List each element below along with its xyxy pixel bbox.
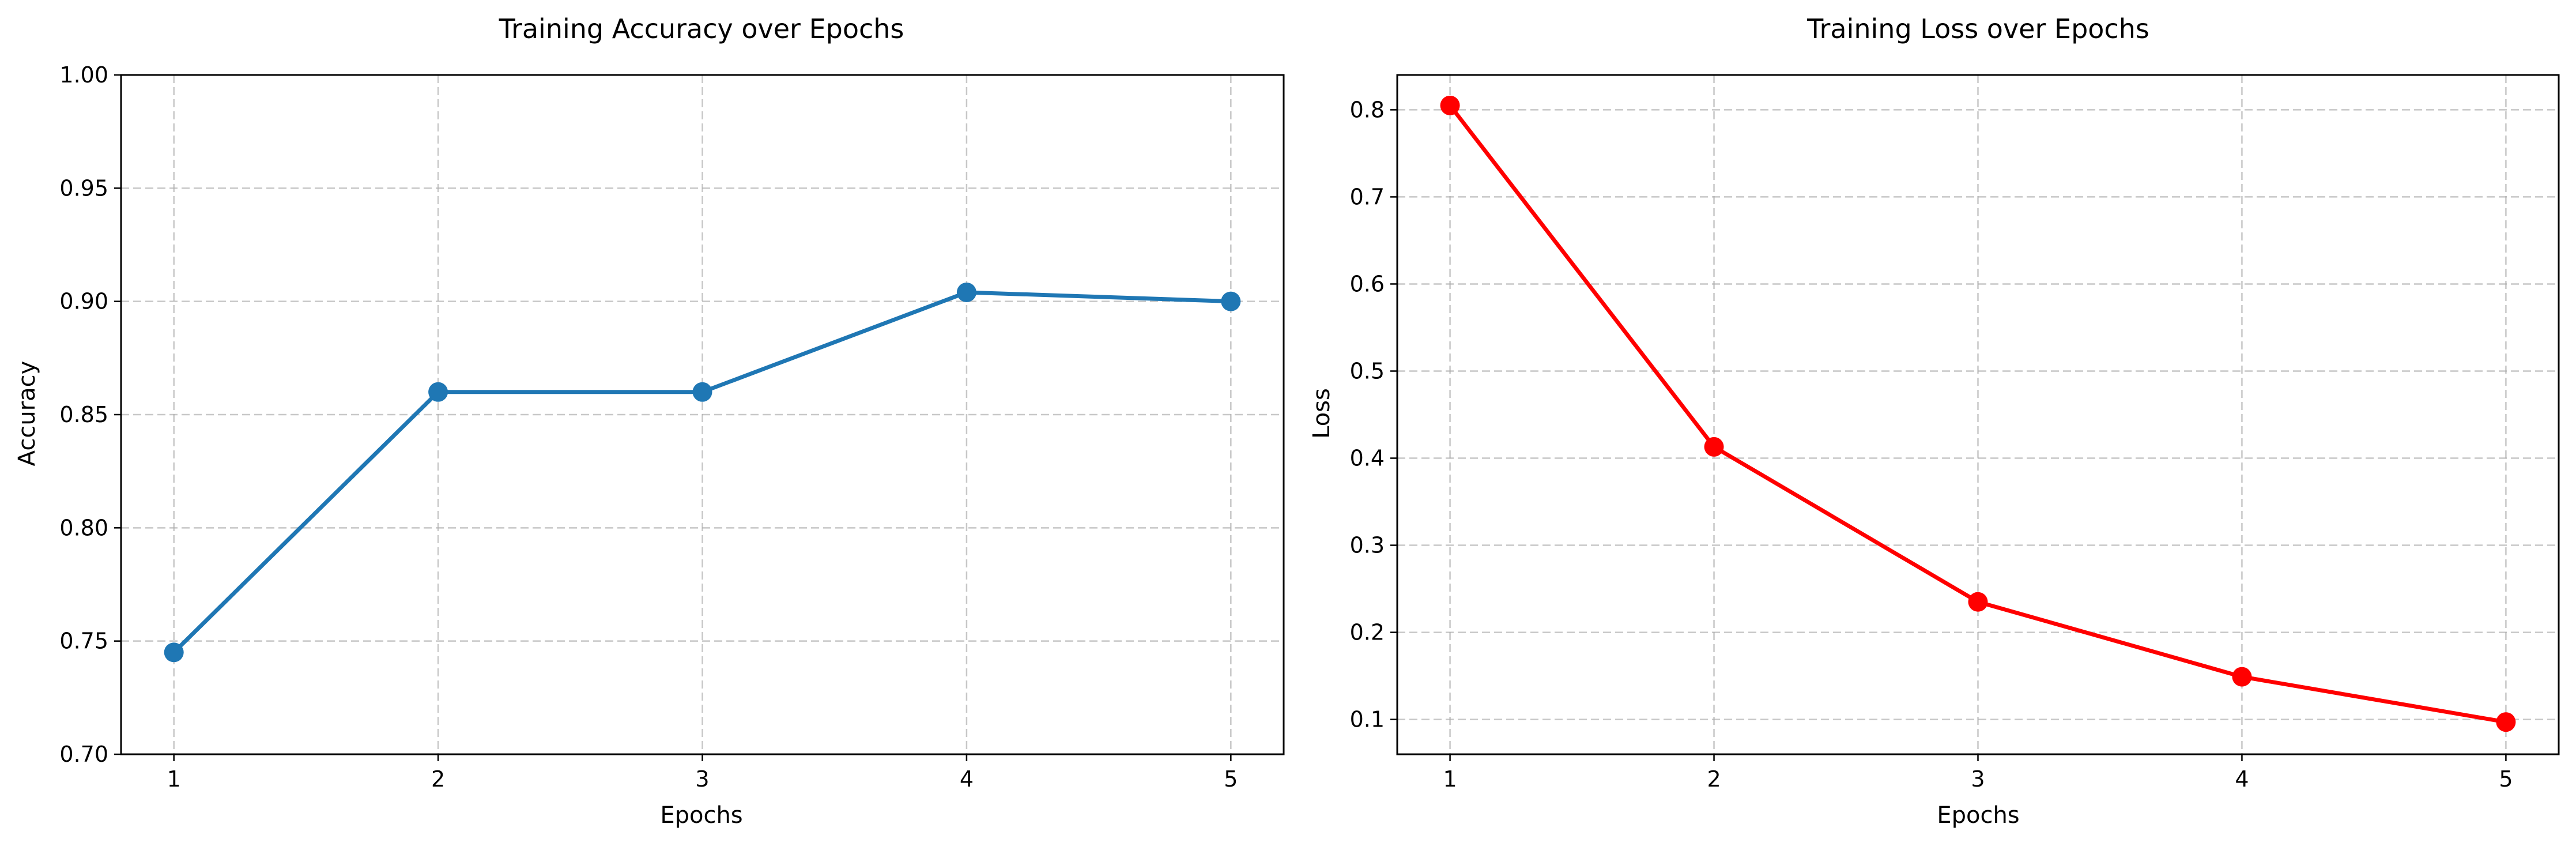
loss-plot-frame	[1396, 74, 2560, 755]
loss-y-tick-label: 0.3	[1350, 533, 1385, 558]
accuracy-data-point	[164, 642, 184, 663]
accuracy-x-tick-label: 1	[167, 766, 181, 792]
accuracy-y-tick-label: 0.70	[59, 742, 108, 767]
loss-data-point	[1704, 437, 1724, 457]
loss-y-axis-label: Loss	[1308, 388, 1335, 439]
accuracy-x-tick-label: 4	[960, 766, 974, 792]
loss-y-tick-label: 0.6	[1350, 271, 1385, 296]
loss-x-tick-label: 5	[2499, 766, 2513, 792]
loss-data-point	[2496, 712, 2516, 732]
accuracy-series	[164, 282, 1241, 663]
loss-ticks: 1 2 3 4 5 0.1 0.2 0.3 0.4 0.5 0.6 0.7 0.8	[1350, 97, 2513, 792]
loss-y-tick-label: 0.4	[1350, 446, 1385, 471]
accuracy-y-tick-label: 0.90	[59, 289, 108, 314]
loss-data-point	[1968, 592, 1988, 612]
loss-chart: Training Loss over Epochs Epochs Loss 1 2…	[1308, 13, 2560, 829]
accuracy-chart-title: Training Accuracy over Epochs	[499, 13, 904, 44]
accuracy-ticks: 1 2 3 4 5 0.70 0.75 0.80 0.85 0.90 0.95 1.00	[59, 62, 1238, 792]
loss-y-tick-label: 0.1	[1350, 707, 1385, 732]
loss-x-tick-label: 1	[1443, 766, 1457, 792]
accuracy-grid	[121, 74, 1284, 755]
accuracy-x-axis-label: Epochs	[660, 802, 742, 829]
accuracy-y-tick-label: 0.75	[59, 629, 108, 654]
accuracy-y-axis-label: Accuracy	[14, 361, 40, 467]
loss-chart-title: Training Loss over Epochs	[1806, 13, 2149, 44]
accuracy-data-point	[428, 382, 448, 402]
accuracy-x-tick-label: 5	[1224, 766, 1238, 792]
accuracy-x-tick-label: 2	[431, 766, 445, 792]
loss-data-point	[1440, 95, 1460, 115]
loss-x-tick-label: 2	[1707, 766, 1721, 792]
accuracy-data-point	[1221, 291, 1241, 311]
loss-y-tick-label: 0.5	[1350, 358, 1385, 383]
accuracy-y-tick-label: 0.80	[59, 515, 108, 540]
loss-x-tick-label: 3	[1971, 766, 1985, 792]
loss-series	[1440, 95, 2516, 732]
loss-y-tick-label: 0.7	[1350, 184, 1385, 209]
loss-data-point	[2232, 667, 2252, 687]
accuracy-y-tick-label: 0.95	[59, 175, 108, 201]
accuracy-y-tick-label: 0.85	[59, 402, 108, 427]
accuracy-data-point	[692, 382, 712, 402]
accuracy-x-tick-label: 3	[695, 766, 709, 792]
accuracy-plot-frame	[120, 74, 1285, 755]
loss-grid	[1397, 75, 2559, 754]
loss-x-axis-label: Epochs	[1937, 802, 2019, 829]
accuracy-data-point	[956, 282, 976, 302]
accuracy-y-tick-label: 1.00	[59, 62, 108, 88]
accuracy-chart: Training Accuracy over Epochs Epochs Acc…	[14, 13, 1285, 829]
loss-y-tick-label: 0.8	[1350, 97, 1385, 122]
loss-x-tick-label: 4	[2235, 766, 2249, 792]
loss-y-tick-label: 0.2	[1350, 620, 1385, 645]
